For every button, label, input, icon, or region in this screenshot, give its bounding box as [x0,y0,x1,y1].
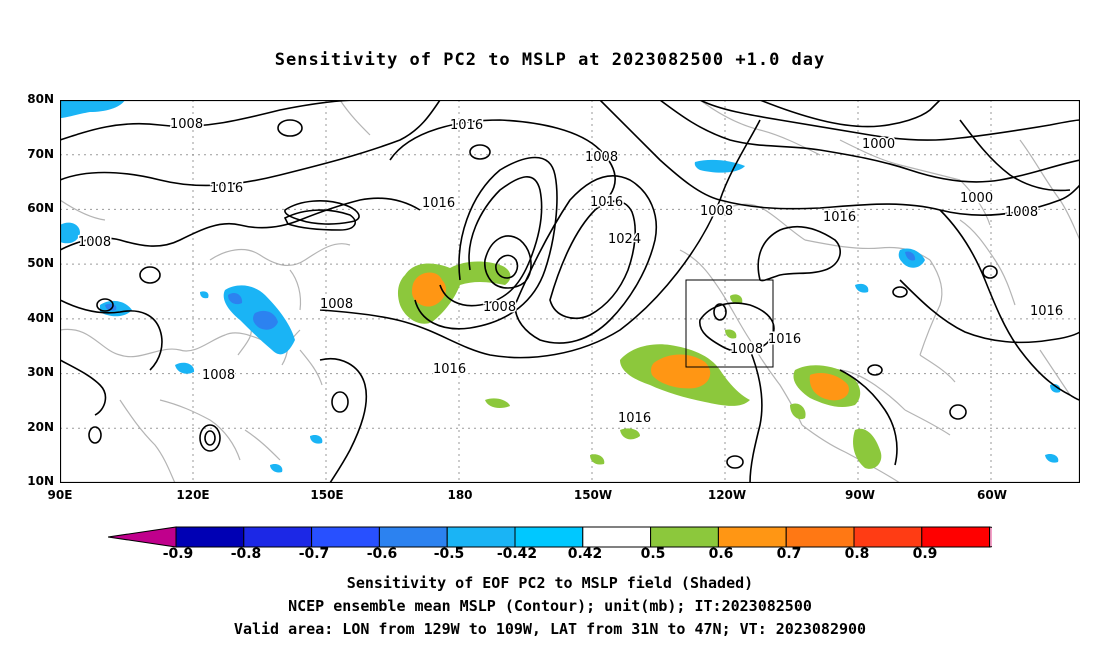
colorbar-cell [921,526,991,548]
colorbar-tick-label: -0.7 [298,546,330,562]
map-border [60,100,1080,483]
caption-line-1: Sensitivity of EOF PC2 to MSLP field (Sh… [346,574,754,592]
coastlines [60,100,1080,483]
colorbar-cell [717,526,787,548]
colorbar-tick-label: 0.42 [567,546,603,562]
lon-label: 60W [977,488,1007,502]
lat-label: 20N [27,420,54,434]
contour-label: 1008 [730,342,763,357]
contour-label: 1016 [450,118,483,133]
colorbar-tick-label: 0.8 [844,546,870,562]
colorbar-tick-label: -0.42 [496,546,538,562]
caption-line-2: NCEP ensemble mean MSLP (Contour); unit(… [288,597,812,615]
colorbar-end-cap-left [108,526,177,548]
contour-label: 1016 [422,196,455,211]
colorbar-cell [175,526,245,548]
colorbar-cell [785,526,855,548]
colorbar-tick-label: 0.7 [776,546,802,562]
contour-label: 1016 [433,362,466,377]
contour-label: 1016 [210,181,243,196]
colorbar-end-cap-right [989,526,992,548]
lon-label: 120W [707,488,747,502]
grid-lines [60,100,1080,483]
contour-label: 1008 [1005,205,1038,220]
lon-label: 150E [310,488,344,502]
colorbar-cell [446,526,516,548]
colorbar-cell [582,526,652,548]
lat-label: 30N [27,365,54,379]
shaded-negative [60,100,1061,473]
colorbar-cell [514,526,584,548]
colorbar-cell [378,526,448,548]
contour-label: 1008 [320,297,353,312]
colorbar [108,526,992,548]
colorbar-cell [650,526,719,548]
lat-label: 60N [27,201,54,215]
lat-label: 80N [27,92,54,106]
map-panel: 1008 1016 1008 1016 1008 1016 1008 1016 … [60,100,1080,483]
colorbar-tick-label: -0.8 [230,546,262,562]
contour-label: 1024 [608,232,641,247]
contour-label: 1000 [862,137,895,152]
colorbar-cell [311,526,380,548]
contour-value-labels: 1008 1016 1008 1016 1008 1016 1008 1016 … [77,116,1065,428]
colorbar-tick-label: -0.5 [433,546,465,562]
valid-area-box [685,279,774,368]
chart-title: Sensitivity of PC2 to MSLP at 2023082500… [274,50,826,70]
contour-label: 1008 [202,368,235,383]
contour-label: 1000 [960,191,993,206]
caption-line-3: Valid area: LON from 129W to 109W, LAT f… [233,620,867,638]
shaded-positive [397,261,882,469]
contour-label: 1008 [170,117,203,132]
colorbar-tick-label: 0.9 [912,546,938,562]
contour-label: 1016 [590,195,623,210]
colorbar-tick-label: -0.6 [366,546,398,562]
colorbar-cell [243,526,313,548]
colorbar-tick-label: -0.9 [162,546,194,562]
lat-label: 70N [27,147,54,161]
mslp-contours [60,100,1080,483]
contour-label: 1008 [585,150,618,165]
lon-label: 150W [573,488,613,502]
lon-label: 90W [845,488,875,502]
contour-label: 1008 [78,235,111,250]
lon-label: 90E [47,488,73,502]
colorbar-tick-label: 0.6 [708,546,734,562]
contour-label: 1016 [618,411,651,426]
contour-label: 1016 [823,210,856,225]
contour-label: 1016 [768,332,801,347]
colorbar-cell [853,526,923,548]
lat-label: 50N [27,256,54,270]
lon-label: 120E [176,488,210,502]
colorbar-tick-label: 0.5 [640,546,666,562]
lat-label: 10N [27,474,54,488]
lat-label: 40N [27,311,54,325]
contour-label: 1008 [700,204,733,219]
small-contour-loops [88,119,998,469]
lon-label: 180 [447,488,473,502]
contour-label: 1016 [1030,304,1063,319]
contour-label: 1008 [483,300,516,315]
